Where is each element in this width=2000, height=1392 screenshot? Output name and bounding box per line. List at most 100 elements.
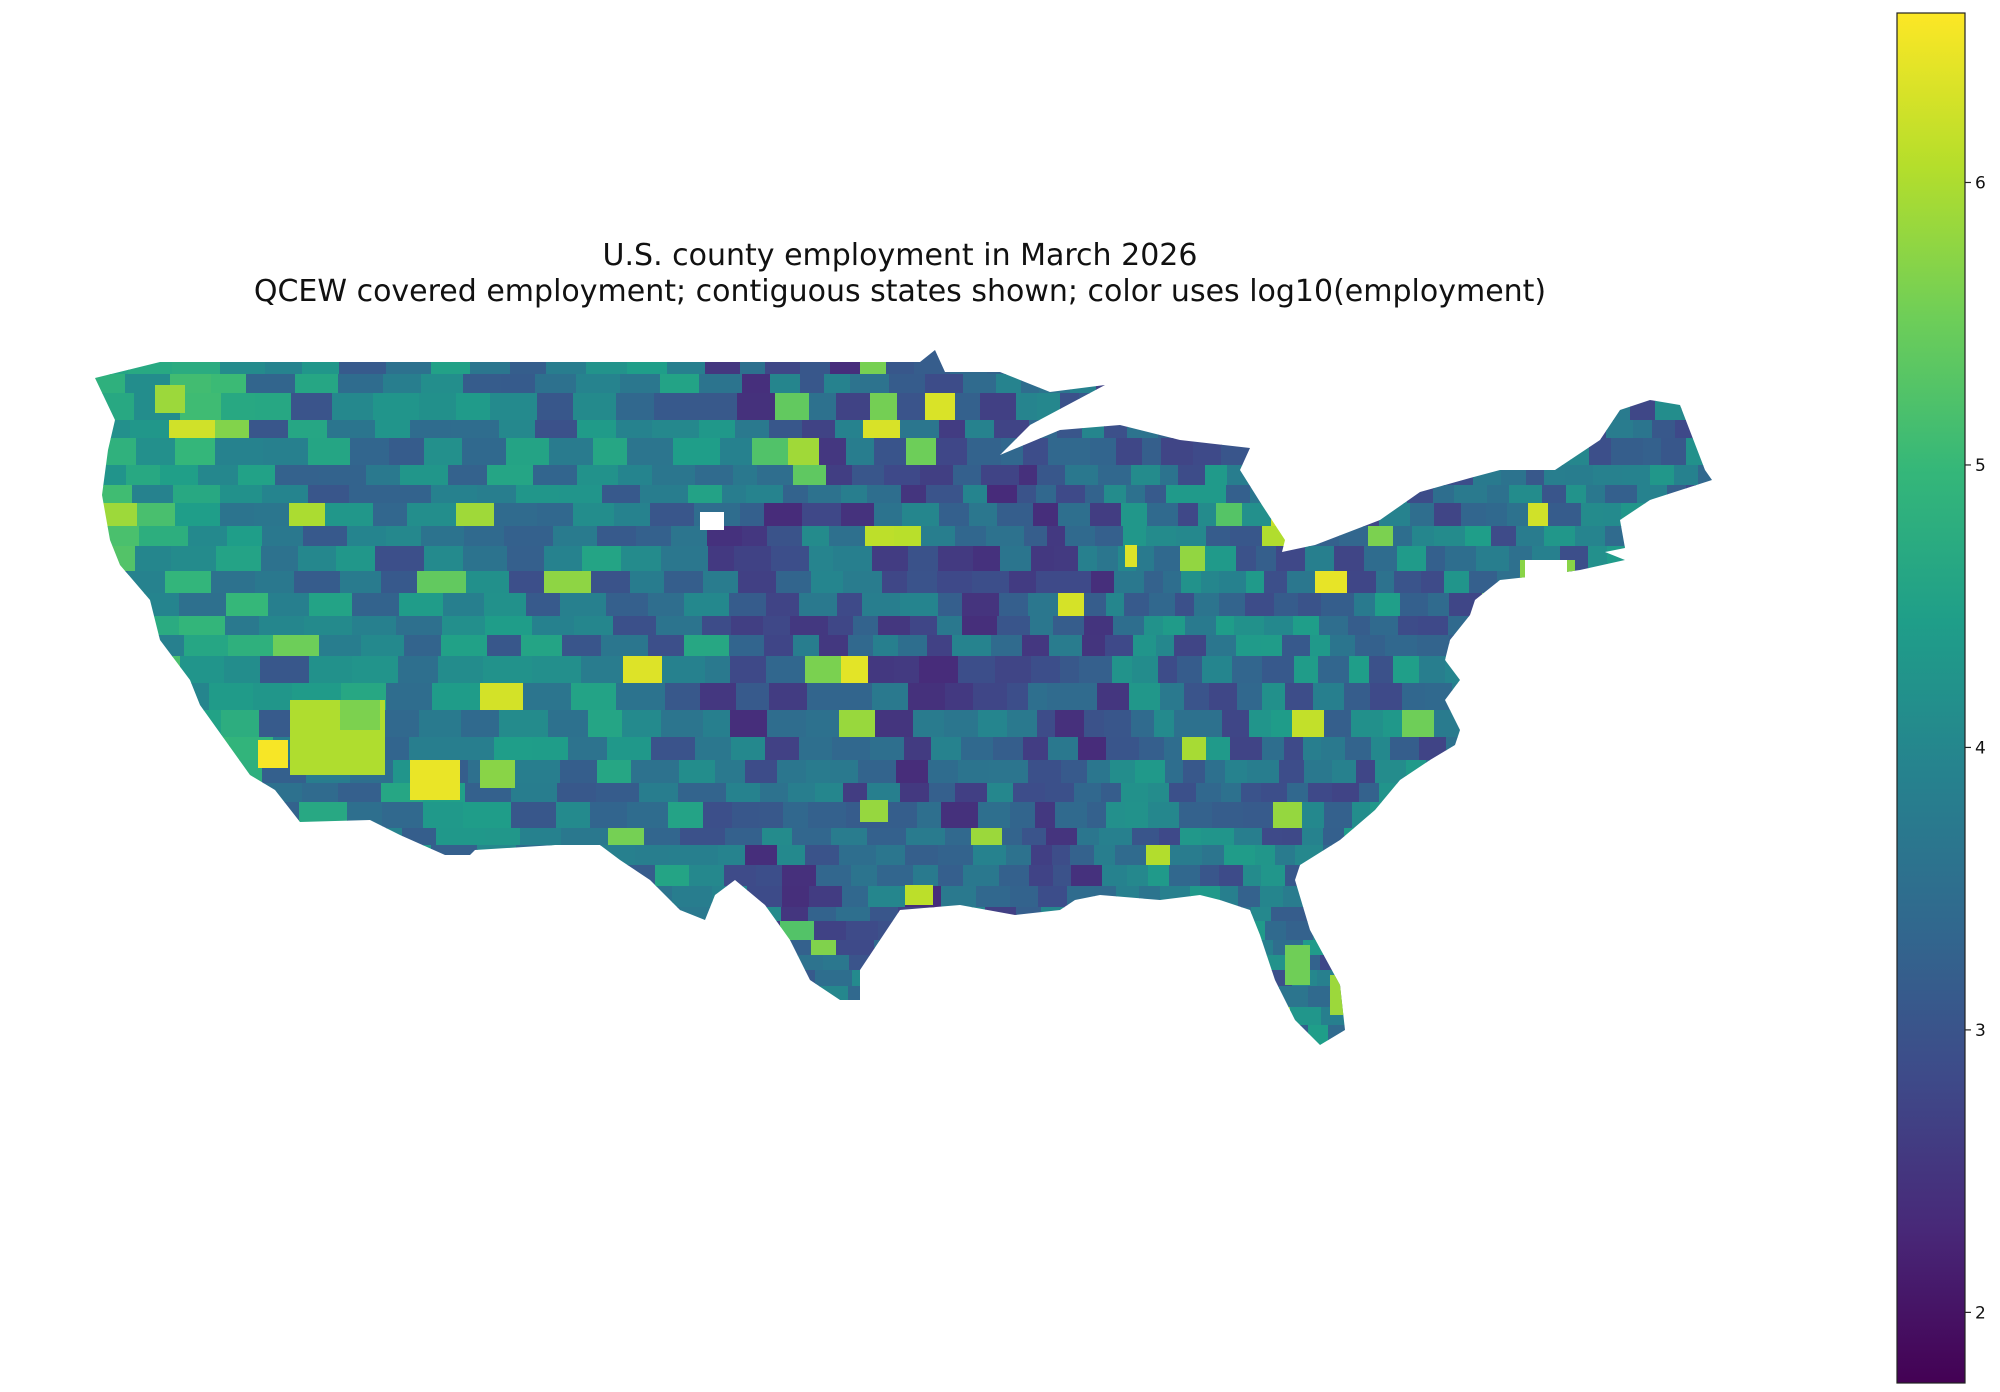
- county-region: [291, 393, 333, 421]
- county-region: [1068, 683, 1098, 711]
- county-region: [1344, 683, 1371, 711]
- county-region: [841, 485, 868, 504]
- county-region: [532, 737, 569, 761]
- county-region: [650, 503, 695, 527]
- county-region: [1147, 503, 1179, 527]
- county-region: [738, 571, 777, 594]
- county-region: [1371, 737, 1391, 761]
- county-region: [618, 465, 653, 486]
- county-region: [766, 656, 806, 684]
- county-region: [382, 802, 424, 829]
- county-region: [1548, 503, 1582, 527]
- county-region: [731, 616, 764, 636]
- county-region: [1279, 986, 1309, 1008]
- us-county-choropleth: [95, 350, 1712, 1045]
- county-region: [793, 465, 827, 486]
- county-region: [731, 737, 766, 761]
- county-region: [593, 438, 628, 466]
- county-region: [507, 546, 545, 572]
- county-region: [220, 485, 263, 504]
- county-region: [832, 737, 871, 761]
- county-region: [1175, 593, 1195, 617]
- county-region: [1544, 526, 1576, 547]
- county-region: [1090, 438, 1117, 466]
- county-region: [1106, 802, 1126, 829]
- county-region: [1164, 737, 1183, 761]
- county-region: [777, 845, 806, 866]
- county-region: [939, 503, 970, 527]
- county-region: [1058, 593, 1085, 617]
- county-region: [456, 503, 495, 527]
- county-region: [1355, 635, 1386, 657]
- county-region: [689, 865, 725, 887]
- county-region: [1000, 546, 1032, 572]
- county-region: [173, 485, 221, 504]
- county-region: [788, 783, 816, 803]
- county-region: [819, 635, 849, 657]
- county-region: [1652, 420, 1676, 439]
- county-region: [745, 760, 778, 784]
- county-region: [347, 526, 387, 547]
- county-region: [802, 503, 842, 527]
- county-region: [703, 710, 731, 738]
- county-region: [535, 420, 578, 439]
- county-region: [889, 374, 926, 394]
- county-region: [735, 420, 770, 439]
- county-region: [95, 485, 133, 504]
- county-region: [1303, 737, 1322, 761]
- county-region: [846, 921, 879, 941]
- county-region: [295, 374, 339, 394]
- county-region: [1090, 503, 1122, 527]
- county-region: [752, 438, 789, 466]
- county-region: [1674, 465, 1699, 486]
- county-region: [1156, 635, 1175, 657]
- county-region: [613, 616, 657, 636]
- county-region: [380, 710, 420, 738]
- county-region: [373, 393, 420, 421]
- county-region: [1047, 683, 1069, 711]
- county-region: [568, 737, 608, 761]
- county-region: [802, 526, 830, 547]
- county-region: [896, 760, 929, 784]
- county-region: [576, 374, 621, 394]
- county-region: [684, 593, 730, 617]
- county-region: [736, 683, 770, 711]
- county-region: [302, 783, 339, 803]
- county-region: [1262, 737, 1285, 761]
- county-region: [487, 465, 534, 486]
- county-region: [1347, 571, 1377, 594]
- county-region: [423, 802, 464, 829]
- county-region: [877, 865, 914, 887]
- county-region: [511, 783, 558, 803]
- county-region: [700, 683, 737, 711]
- county-region: [607, 737, 652, 761]
- county-region: [1243, 802, 1274, 829]
- county-region: [771, 546, 810, 572]
- county-region: [1149, 593, 1176, 617]
- county-region: [900, 783, 930, 803]
- county-region: [1056, 485, 1086, 504]
- county-region: [215, 438, 264, 466]
- county-region: [1354, 593, 1376, 617]
- county-region: [775, 393, 810, 421]
- county-region: [931, 737, 962, 761]
- county-region: [1106, 593, 1125, 617]
- county-region: [669, 845, 719, 866]
- county-region: [1047, 526, 1066, 547]
- county-region: [1351, 710, 1384, 738]
- county-region: [904, 737, 932, 761]
- county-region: [1055, 802, 1088, 829]
- county-region: [130, 420, 170, 439]
- county-region: [962, 593, 1000, 617]
- county-region: [431, 485, 478, 504]
- county-region: [1209, 683, 1238, 711]
- county-region: [410, 420, 452, 439]
- county-region: [828, 616, 854, 636]
- county-region: [925, 393, 956, 421]
- county-region: [1271, 907, 1301, 922]
- county-region: [477, 485, 517, 504]
- county-region: [1146, 845, 1171, 866]
- county-region: [1060, 656, 1080, 684]
- county-region: [664, 571, 704, 594]
- county-region: [806, 760, 831, 784]
